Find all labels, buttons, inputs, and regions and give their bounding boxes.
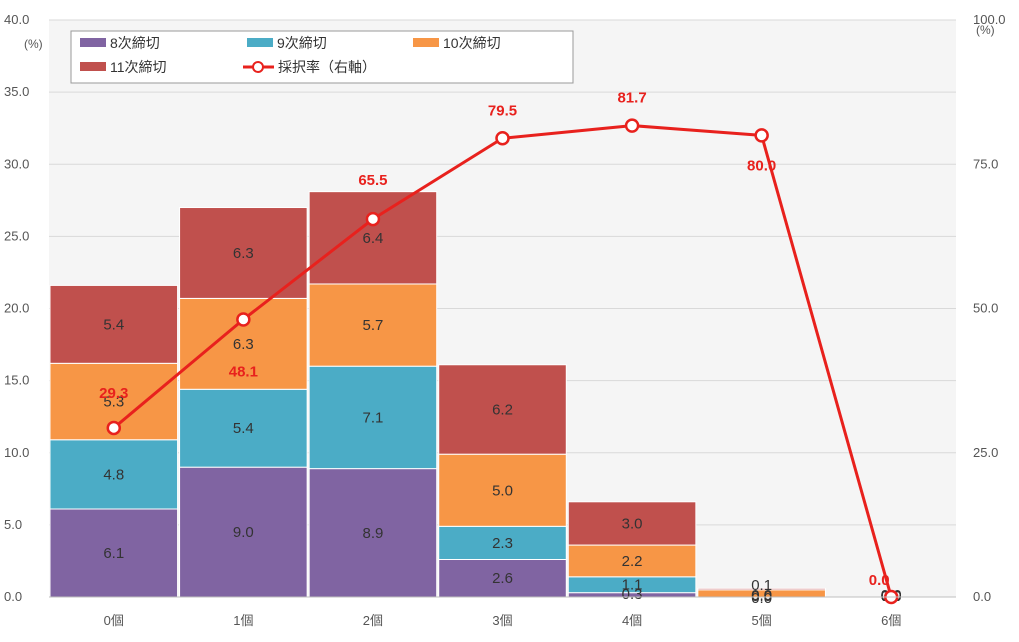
left-axis-tick-label: 40.0 [4, 12, 29, 27]
right-axis-tick-label: 100.0 [973, 12, 1006, 27]
x-axis-tick-label: 0個 [104, 613, 124, 628]
x-axis-tick-label: 3個 [492, 613, 512, 628]
legend-label-series-8: 8次締切 [110, 35, 160, 51]
rate-data-label: 79.5 [488, 102, 517, 119]
x-axis-tick-label: 2個 [363, 613, 383, 628]
left-axis-tick-label: 15.0 [4, 373, 29, 388]
bar-segment [49, 284, 179, 364]
bar-data-label: 2.3 [492, 535, 513, 552]
rate-data-label: 48.1 [229, 363, 258, 380]
rate-point [365, 211, 381, 227]
x-axis-tick-label: 1個 [233, 613, 253, 628]
bar-data-label: 0.0 [751, 590, 772, 607]
right-axis-tick-label: 50.0 [973, 301, 998, 316]
rate-data-label: 0.0 [869, 572, 890, 589]
rate-line-layer [106, 118, 899, 605]
bar-data-label: 2.2 [622, 553, 643, 570]
rate-data-label: 29.3 [99, 385, 128, 402]
left-axis-tick-label: 30.0 [4, 156, 29, 171]
left-axis-tick-label: 25.0 [4, 228, 29, 243]
bar-segment [567, 544, 697, 578]
right-axis-unit: (%) [976, 23, 995, 37]
legend: 8次締切 9次締切 10次締切 11次締切 採択率（右軸） [70, 30, 574, 84]
bar-data-label: 4.8 [103, 466, 124, 483]
bar-data-label: 3.0 [622, 515, 643, 532]
legend-box [70, 30, 574, 84]
bar-segment [438, 558, 567, 598]
bar-data-label: 6.3 [233, 245, 254, 262]
bar-data-label: 8.9 [362, 525, 383, 542]
bar-data-label: 5.0 [492, 482, 513, 499]
left-axis-unit: (%) [24, 37, 43, 51]
legend-marker-rate [252, 61, 264, 73]
legend-swatch-series-9 [247, 38, 273, 47]
bar-data-label: 5.4 [103, 316, 124, 333]
bar-segment [697, 587, 826, 591]
legend-label-series-9: 9次締切 [277, 35, 327, 51]
left-axis-tick-label: 10.0 [4, 445, 29, 460]
bar-data-label: 2.6 [492, 570, 513, 587]
bar-data-label: 1.1 [622, 577, 643, 594]
left-axis-tick-label: 0.0 [4, 589, 22, 604]
legend-label-series-10: 10次締切 [443, 35, 501, 51]
bar-data-label: 9.0 [233, 524, 254, 541]
legend-swatch-series-11 [80, 62, 106, 71]
bar-segment [308, 283, 438, 367]
rate-data-label: 80.0 [747, 157, 776, 174]
rate-labels-layer: 29.3 48.1 65.5 79.5 81.7 80.0 0.0 [99, 90, 889, 589]
bar-segment [308, 468, 438, 598]
rate-data-label: 65.5 [358, 172, 387, 189]
bar-data-label: 5.4 [233, 420, 254, 437]
rate-point [236, 312, 251, 327]
bar-data-label: 5.7 [362, 317, 383, 334]
bar-segment [438, 453, 567, 527]
rate-point [624, 118, 640, 133]
rate-point [106, 420, 122, 436]
bar-data-label: 5.3 [103, 394, 124, 411]
bar-data-label: 6.2 [492, 401, 513, 418]
left-axis-tick-label: 35.0 [4, 84, 29, 99]
legend-swatch-series-10 [413, 38, 439, 47]
bar-data-label: 7.1 [362, 409, 383, 426]
rate-point [754, 128, 769, 143]
axes-layer: (%) (%) 0.0 5.0 10.0 15.0 20.0 25.0 30.0 35.0 40… [4, 12, 1006, 628]
bar-segment [308, 191, 438, 285]
bar-data-label: 0.0 [751, 587, 772, 604]
bar-segment [308, 365, 438, 470]
right-axis-tick-label: 0.0 [973, 589, 991, 604]
rate-point [495, 131, 510, 146]
left-axis-tick-label: 5.0 [4, 517, 22, 532]
bar-segment [567, 501, 697, 546]
bar-segment [179, 388, 308, 468]
bar-segment [438, 525, 567, 560]
rate-data-label: 81.7 [617, 90, 646, 107]
bar-data-label: 0.1 [751, 577, 772, 594]
legend-label-series-11: 11次締切 [110, 59, 167, 75]
right-axis-tick-label: 75.0 [973, 156, 998, 171]
bar-segment [49, 508, 179, 598]
bar-data-label: 6.4 [362, 230, 383, 247]
bar-segment [49, 439, 179, 510]
bar-data-label: 6.1 [103, 545, 124, 562]
bar-segment [179, 466, 308, 598]
x-axis-tick-label: 4個 [622, 613, 642, 628]
bar-segment [179, 207, 308, 299]
bar-segment [438, 364, 567, 455]
x-axis-tick-label: 6個 [881, 613, 901, 628]
right-axis-tick-label: 25.0 [973, 445, 998, 460]
bars-layer [49, 191, 826, 598]
bar-data-label: 0.3 [622, 586, 643, 603]
legend-label-rate: 採択率（右軸） [278, 59, 376, 75]
x-axis-tick-label: 5個 [752, 613, 772, 628]
left-axis-tick-label: 20.0 [4, 301, 29, 316]
legend-swatch-series-8 [80, 38, 106, 47]
bar-data-label: 6.3 [233, 336, 254, 353]
